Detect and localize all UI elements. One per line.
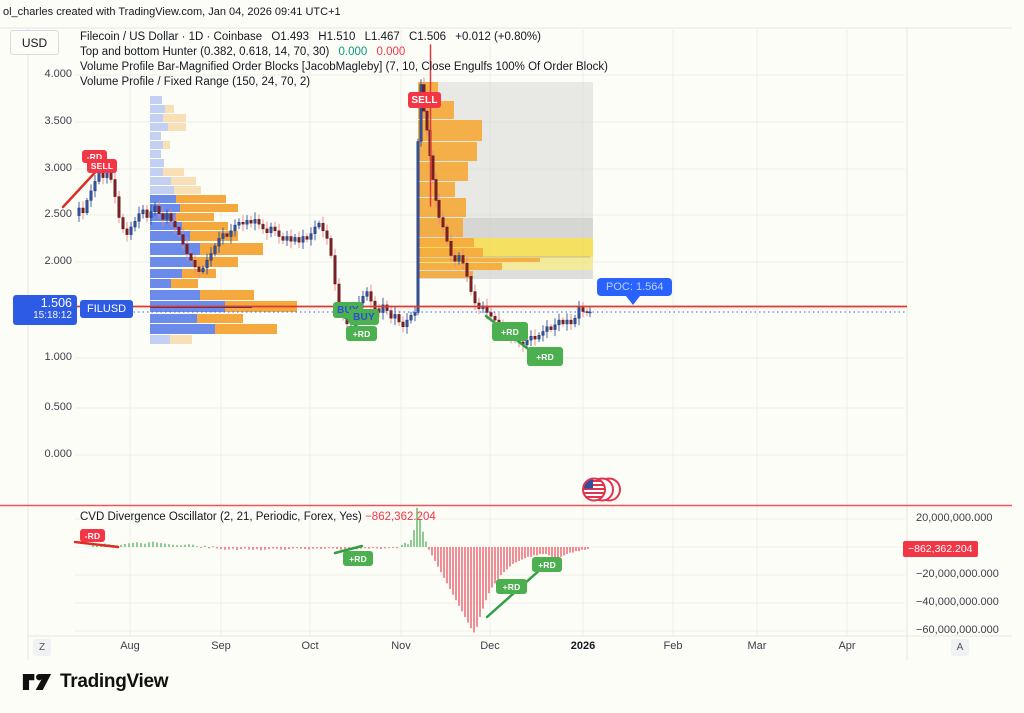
signal-chip-rd: +RD <box>492 322 528 341</box>
indicator-title: Top and bottom Hunter (0.382, 0.618, 14,… <box>80 46 330 58</box>
price-tick: 2.000 <box>44 255 72 267</box>
signal-chip-rd: +RD <box>527 347 563 366</box>
signal-chip-rd: +RD <box>496 579 527 594</box>
cvd-histogram <box>92 507 589 633</box>
legend-indicator-row-orderblocks[interactable]: Volume Profile Bar-Magnified Order Block… <box>80 60 614 75</box>
bar-countdown: 15:18:12 <box>33 310 72 321</box>
signal-chip-rd: +RD <box>532 557 562 572</box>
indicator-title: Volume Profile / Fixed Range (150, 24, 7… <box>80 76 311 88</box>
legend: Filecoin / US Dollar · 1D · Coinbase O1.… <box>80 30 614 90</box>
price-tick: 3.000 <box>44 162 72 174</box>
level-lines <box>75 305 907 313</box>
poc-label: POC: 1.564 <box>597 278 673 296</box>
time-label-dec: Dec <box>480 640 500 652</box>
cvd-tick: 20,000,000.000 <box>916 512 993 524</box>
time-label-mar: Mar <box>747 640 767 652</box>
credit-line: ol_charles created with TradingView.com,… <box>3 6 341 18</box>
cvd-tick: −40,000,000.000 <box>916 596 999 608</box>
cvd-indicator-title: CVD Divergence Oscillator (2, 21, Period… <box>80 511 362 523</box>
currency-button[interactable]: USD <box>10 30 59 55</box>
candles-layer <box>77 77 592 352</box>
ohlc-close: C1.506 <box>408 31 447 43</box>
indicator-title: Volume Profile Bar-Magnified Order Block… <box>80 61 608 73</box>
cvd-indicator-value: −862,362.204 <box>365 511 436 523</box>
legend-indicator-row-volumeprofile[interactable]: Volume Profile / Fixed Range (150, 24, 7… <box>80 75 614 90</box>
ohlc-open: O1.493 <box>271 31 310 43</box>
us-flag-repeat-icon <box>580 476 622 508</box>
time-label-2026: 2026 <box>570 640 596 652</box>
signal-chip-rd: -RD <box>80 529 105 542</box>
signal-chip-rd: +RD <box>343 551 373 566</box>
time-label-oct: Oct <box>301 640 319 652</box>
current-price-badge: 1.506 15:18:12 <box>13 295 77 325</box>
time-label-nov: Nov <box>391 640 411 652</box>
time-label-apr: Apr <box>838 640 856 652</box>
signal-chip-sell: SELL <box>408 92 441 108</box>
cvd-tick: −20,000,000.000 <box>916 568 999 580</box>
price-tick: 0.500 <box>44 401 72 413</box>
cvd-legend-row[interactable]: CVD Divergence Oscillator (2, 21, Period… <box>80 511 436 523</box>
tradingview-logo-icon <box>22 673 52 690</box>
price-tick: 2.500 <box>44 208 72 220</box>
time-label-feb: Feb <box>663 640 683 652</box>
price-tick: 4.000 <box>44 68 72 80</box>
price-tick: 3.500 <box>44 115 72 127</box>
order-blocks <box>418 82 593 279</box>
signal-chip-sell: SELL <box>87 159 117 173</box>
indicator-value-red: 0.000 <box>376 46 406 58</box>
price-tick: 0.000 <box>44 448 72 460</box>
cvd-axis-badge: −862,362.204 <box>903 541 978 557</box>
time-label-aug: Aug <box>120 640 140 652</box>
indicator-value-green: 0.000 <box>338 46 368 58</box>
symbol-badge: FILUSD <box>80 300 134 318</box>
symbol-title: Filecoin / US Dollar · 1D · Coinbase <box>80 31 263 43</box>
signal-chip-rd: +RD <box>346 326 377 341</box>
legend-indicator-row-hunter[interactable]: Top and bottom Hunter (0.382, 0.618, 14,… <box>80 45 614 60</box>
legend-symbol-row[interactable]: Filecoin / US Dollar · 1D · Coinbase O1.… <box>80 30 614 45</box>
price-tick: 1.000 <box>44 351 72 363</box>
brand-name: TradingView <box>60 671 169 692</box>
ohlc-low: L1.467 <box>364 31 400 43</box>
cvd-tick: −60,000,000.000 <box>916 624 999 636</box>
current-price: 1.506 <box>40 296 72 310</box>
tradingview-watermark: TradingView <box>22 670 169 694</box>
timezone-button[interactable]: Z <box>33 639 51 656</box>
time-label-sep: Sep <box>211 640 231 652</box>
ohlc-high: H1.510 <box>318 31 356 43</box>
poc-label-pointer <box>626 296 640 305</box>
auto-scale-button[interactable]: A <box>951 639 969 656</box>
ohlc-change: +0.012 (+0.80%) <box>455 31 541 43</box>
signal-chip-buy: BUY <box>349 309 379 325</box>
